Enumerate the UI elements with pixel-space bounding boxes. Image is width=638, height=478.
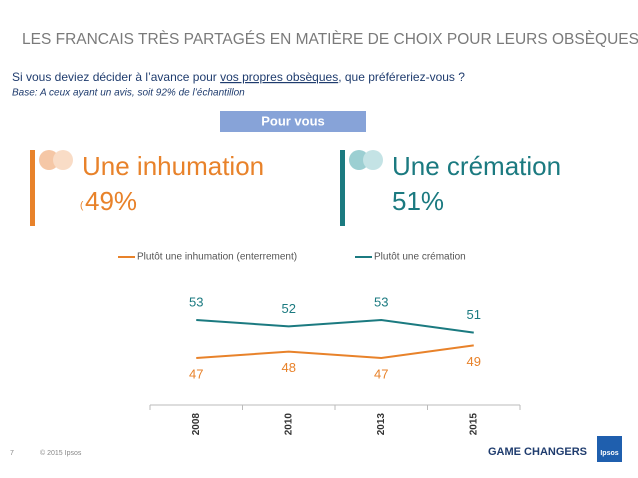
data-label: 47 bbox=[189, 366, 203, 381]
slide-title: LES FRANCAIS TRÈS PARTAGÉS EN MATIÈRE DE… bbox=[22, 31, 638, 48]
legend-label: Plutôt une crémation bbox=[374, 252, 466, 263]
line-chart: Plutôt une inhumation (enterrement) Plutô… bbox=[118, 252, 521, 436]
slogan: GAME CHANGERS bbox=[488, 446, 587, 458]
series-line bbox=[196, 344, 474, 360]
series-line bbox=[196, 318, 474, 334]
data-label: 49 bbox=[467, 354, 481, 369]
data-label: 53 bbox=[189, 294, 203, 309]
x-tick-label: 2008 bbox=[191, 413, 202, 436]
copyright: © 2015 Ipsos bbox=[40, 449, 82, 457]
quote-icon bbox=[363, 150, 383, 170]
banner: Pour vous bbox=[261, 113, 325, 128]
accent-bar bbox=[340, 150, 345, 226]
data-label: 53 bbox=[374, 294, 388, 309]
highlight-value: 49% bbox=[85, 186, 137, 216]
data-label: 51 bbox=[467, 307, 481, 322]
base-note: Base: A ceux ayant un avis, soit 92% de … bbox=[12, 88, 245, 99]
x-tick-label: 2013 bbox=[376, 413, 387, 436]
legend-label: Plutôt une inhumation (enterrement) bbox=[137, 252, 297, 263]
x-tick-label: 2010 bbox=[283, 413, 294, 436]
data-label: 48 bbox=[282, 360, 296, 375]
quote-icon bbox=[39, 150, 59, 170]
page-number: 7 bbox=[10, 450, 14, 457]
highlight-label: Une inhumation bbox=[82, 151, 264, 181]
logo-box bbox=[597, 436, 622, 462]
question-part: vos propres obsèques bbox=[220, 70, 338, 84]
quote-icon bbox=[349, 150, 369, 170]
highlight-label: Une crémation bbox=[392, 151, 561, 181]
banner-box bbox=[220, 111, 366, 132]
x-tick-label: 2015 bbox=[468, 413, 479, 436]
logo: Ipsos bbox=[600, 450, 618, 457]
data-label: 47 bbox=[374, 366, 388, 381]
data-label: 52 bbox=[282, 301, 296, 316]
quote-icon bbox=[53, 150, 73, 170]
accent-bar bbox=[30, 150, 35, 226]
question: Si vous deviez décider à l’avance pour v… bbox=[12, 70, 465, 84]
highlight-value: 51% bbox=[392, 186, 444, 216]
highlight-prefix: ( bbox=[80, 201, 84, 212]
question-part: Si vous deviez décider à l’avance pour bbox=[12, 70, 220, 84]
question-part: , que préféreriez-vous ? bbox=[338, 70, 465, 84]
